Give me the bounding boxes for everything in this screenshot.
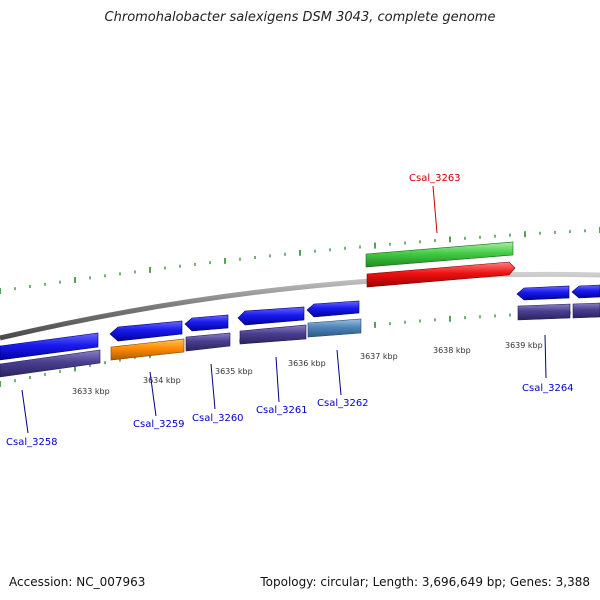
scale-label: 3638 kbp [433, 346, 471, 355]
scale-label: 3633 kbp [72, 387, 110, 396]
gene-csal_3263-rrna-red[interactable] [366, 261, 516, 288]
gene-csal_3262-rna[interactable] [307, 318, 362, 338]
genome-summary: Topology: circular; Length: 3,696,649 bp… [260, 575, 590, 589]
gene-label-csal_3263[interactable]: Csal_3263 [409, 173, 461, 184]
gene-csal_3264-cds[interactable] [516, 285, 570, 301]
gene-next-product[interactable] [572, 302, 600, 319]
scale-label: 3634 kbp [143, 376, 181, 385]
gene-csal_3263-rrna-green[interactable] [365, 241, 514, 268]
gene-csal_3264-product[interactable] [517, 303, 571, 321]
leader-line-csal_3264 [544, 334, 547, 379]
leader-line-csal_3258 [21, 389, 29, 434]
gene-label-csal_3259[interactable]: Csal_3259 [133, 419, 185, 430]
leader-line-csal_3260 [210, 363, 216, 410]
scale-label: 3637 kbp [360, 352, 398, 361]
gene-csal_3259-cds[interactable] [109, 320, 183, 342]
scale-labels: 3633 kbp 3634 kbp 3635 kbp 3636 kbp 3637… [72, 341, 543, 396]
accession-label: Accession: NC_007963 [9, 575, 146, 589]
gene-csal_3258-cds[interactable] [0, 332, 99, 361]
gene-label-lines [21, 185, 547, 434]
leader-line-csal_3262 [336, 349, 342, 396]
leader-line-csal_3259 [149, 371, 157, 417]
gene-labels: Csal_3258 Csal_3259 Csal_3260 Csal_3261 … [6, 173, 574, 448]
gene-csal_3260-cds[interactable] [184, 314, 229, 332]
scale-label: 3635 kbp [215, 367, 253, 376]
gene-next-cds[interactable] [571, 284, 600, 299]
genome-backbone [0, 271, 600, 341]
gene-csal_3262-cds[interactable] [306, 300, 360, 318]
leader-line-csal_3261 [275, 356, 280, 403]
gene-csal_3259-trna[interactable] [110, 338, 185, 361]
gene-label-csal_3264[interactable]: Csal_3264 [522, 383, 574, 394]
gene-csal_3260-product[interactable] [185, 332, 231, 352]
leader-line-csal_3263 [432, 185, 438, 234]
gene-label-csal_3258[interactable]: Csal_3258 [6, 437, 58, 448]
scale-label: 3636 kbp [288, 359, 326, 368]
genome-title: Chromohalobacter salexigens DSM 3043, co… [104, 10, 496, 25]
gene-csal_3261-cds[interactable] [237, 306, 305, 326]
scale-label: 3639 kbp [505, 341, 543, 350]
gene-csal_3258-product[interactable] [0, 349, 101, 378]
gene-label-csal_3262[interactable]: Csal_3262 [317, 398, 369, 409]
upper-tick-track [0, 227, 600, 294]
gene-csal_3261-product[interactable] [239, 324, 307, 345]
gene-label-csal_3261[interactable]: Csal_3261 [256, 405, 308, 416]
forward-strand-features [365, 241, 516, 288]
reverse-strand-features [0, 284, 600, 378]
gene-label-csal_3260[interactable]: Csal_3260 [192, 413, 244, 424]
